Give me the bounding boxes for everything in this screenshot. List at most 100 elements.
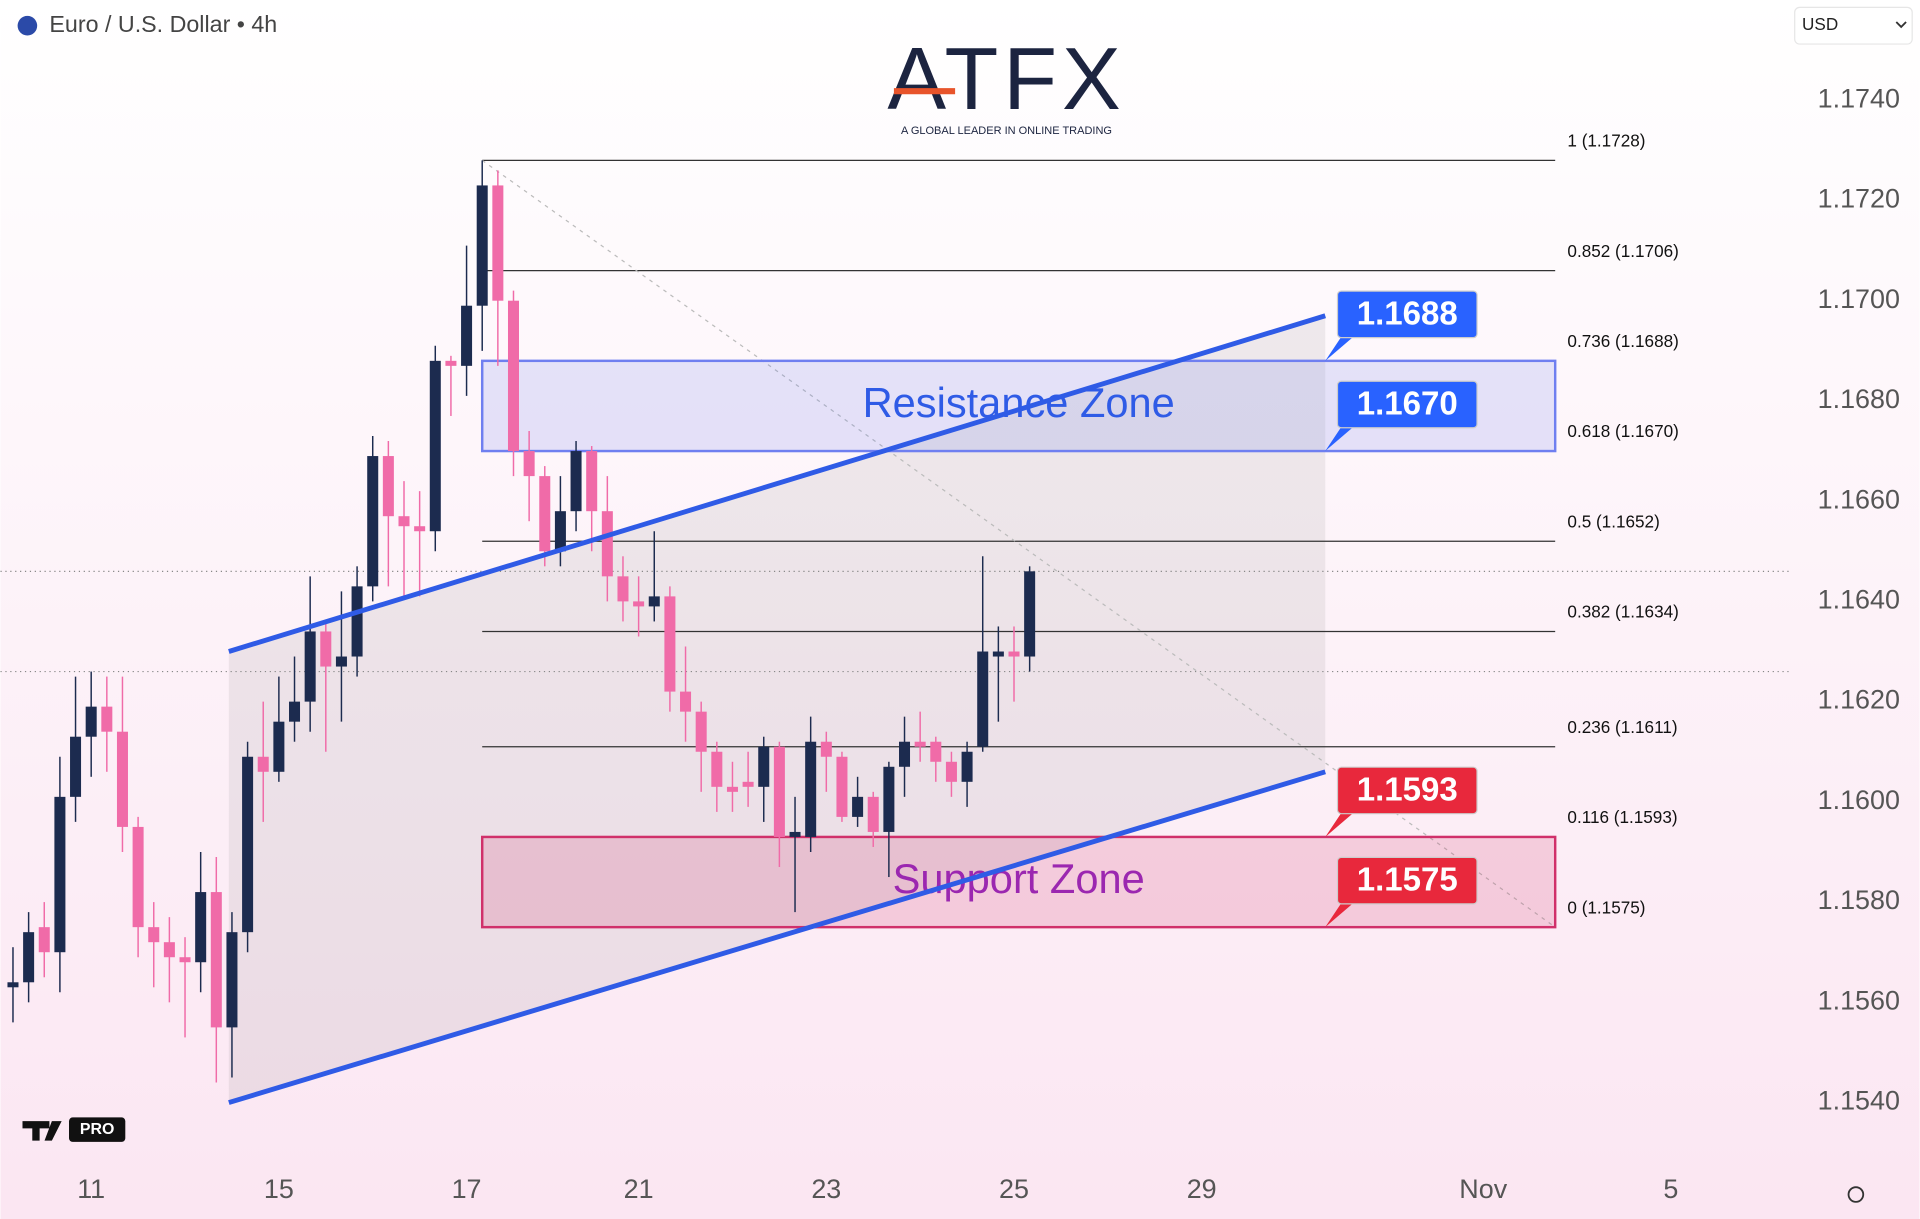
fib-label: 0 (1.1575) [1567, 897, 1645, 917]
settings-icon[interactable] [1847, 1186, 1865, 1203]
candle-body [273, 721, 285, 772]
logo-tagline: A GLOBAL LEADER IN ONLINE TRADING [901, 125, 1112, 137]
symbol-title: Euro / U.S. Dollar • 4h [49, 11, 277, 37]
candle-body [148, 927, 160, 943]
x-tick-label: 15 [264, 1174, 294, 1204]
tag-pointer [1325, 331, 1360, 361]
price-tag-label: 1.1688 [1357, 295, 1458, 332]
x-tick-label: 5 [1663, 1174, 1678, 1204]
candle-body [289, 701, 301, 722]
candle-body [695, 711, 707, 752]
candle-body [977, 651, 989, 747]
price-tag-label: 1.1670 [1357, 385, 1458, 422]
y-tick-label: 1.1740 [1818, 83, 1900, 113]
y-tick-label: 1.1580 [1818, 885, 1900, 915]
candle-body [242, 756, 254, 933]
fib-label: 0.618 (1.1670) [1567, 421, 1678, 441]
y-tick-label: 1.1560 [1818, 985, 1900, 1015]
candle-body [335, 656, 347, 667]
candle-body [586, 451, 598, 512]
fib-label: 0.736 (1.1688) [1567, 331, 1678, 351]
price-tag-label: 1.1593 [1357, 771, 1458, 808]
y-tick-label: 1.1640 [1818, 585, 1900, 615]
candle-body [70, 736, 82, 797]
x-tick-label: Nov [1459, 1174, 1507, 1204]
candle-body [617, 576, 629, 602]
price-tag [1336, 380, 1478, 429]
x-tick-label: 11 [77, 1174, 105, 1204]
candle-body [320, 631, 332, 667]
channel-area [228, 315, 1326, 1103]
candle-body [351, 586, 363, 657]
candle-body [601, 511, 613, 577]
pro-badge-text: PRO [80, 1121, 114, 1138]
fib-label: 0.382 (1.1634) [1567, 602, 1678, 622]
y-tick-label: 1.1600 [1818, 785, 1900, 815]
candle-body [539, 476, 551, 552]
candle-body [680, 691, 692, 712]
candle-body [633, 601, 645, 607]
channel-upper [228, 313, 1326, 654]
candle-body [852, 796, 864, 817]
candle-body [414, 526, 426, 532]
candle-body [461, 305, 473, 366]
fib-label: 0.236 (1.1611) [1567, 717, 1677, 737]
candle-body [23, 932, 35, 983]
candle-body [523, 451, 535, 477]
candle-body [445, 360, 457, 366]
x-tick-label: 25 [999, 1174, 1029, 1204]
candle-body [85, 706, 97, 737]
candle-body [930, 741, 942, 762]
candle-body [648, 596, 660, 607]
fib-label: 1 (1.1728) [1567, 131, 1645, 151]
candle-body [570, 451, 582, 512]
symbol-icon [17, 15, 38, 36]
candle-body [476, 185, 488, 306]
candle-body [163, 942, 175, 958]
channel-lower [228, 769, 1326, 1105]
pro-badge [69, 1117, 126, 1142]
x-tick-label: 21 [624, 1174, 654, 1204]
candle-body [398, 516, 410, 527]
y-tick-label: 1.1700 [1818, 284, 1900, 314]
candle-body [226, 932, 238, 1028]
tv-logo [22, 1121, 62, 1141]
candle-body [492, 185, 504, 301]
y-tick-label: 1.1540 [1818, 1086, 1900, 1116]
candle-body [883, 766, 895, 832]
candle-body [961, 751, 973, 782]
candle-body [836, 756, 848, 817]
candle-body [1008, 651, 1020, 657]
candle-body [664, 596, 676, 692]
x-tick-label: 17 [452, 1174, 482, 1204]
y-tick-label: 1.1660 [1818, 484, 1900, 514]
candle-body [899, 741, 911, 767]
candle-body [507, 300, 519, 452]
candle-body [820, 741, 832, 757]
candle-body [992, 651, 1004, 657]
tag-pointer [1325, 421, 1360, 452]
candle-body [429, 360, 441, 532]
price-tag-label: 1.1575 [1357, 862, 1458, 899]
fib-label: 0.852 (1.1706) [1567, 241, 1678, 261]
candle-body [758, 746, 770, 787]
candle-body [382, 456, 394, 517]
price-tag [1336, 856, 1478, 905]
candle-body [805, 741, 817, 837]
zone-label: Resistance Zone [863, 379, 1175, 426]
dropdown-arrow [1895, 21, 1907, 29]
price-tag [1336, 290, 1478, 339]
price-tag [1336, 766, 1478, 815]
candle-body [1024, 571, 1036, 657]
y-tick-label: 1.1680 [1818, 384, 1900, 414]
candle-body [7, 982, 19, 988]
plot: 1 (1.1728) 0.852 (1.1706) 0.736 (1.1688) 0.… [0, 83, 1900, 1204]
candle-body [195, 892, 207, 963]
candle-body [773, 746, 785, 837]
logo-accent [893, 88, 956, 95]
currency-label: USD [1802, 14, 1838, 34]
currency-select[interactable] [1794, 6, 1913, 45]
logo: ATFX [887, 29, 1125, 128]
